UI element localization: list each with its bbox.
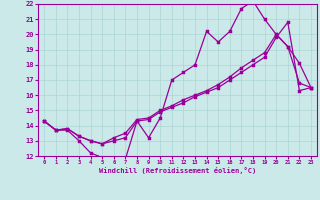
X-axis label: Windchill (Refroidissement éolien,°C): Windchill (Refroidissement éolien,°C) bbox=[99, 167, 256, 174]
